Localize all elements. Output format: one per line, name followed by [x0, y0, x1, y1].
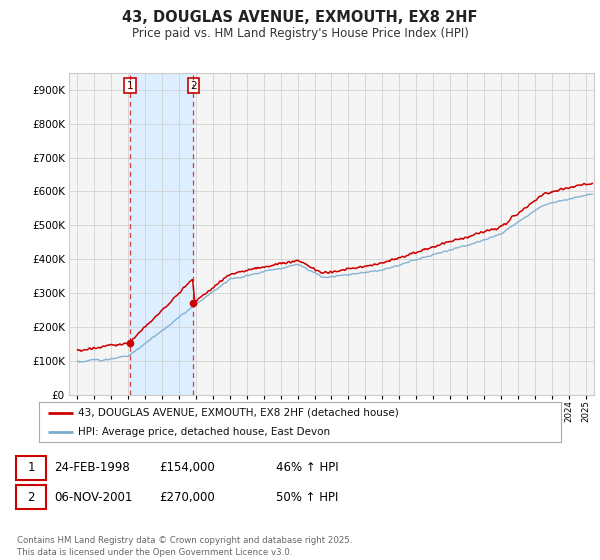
Text: 1: 1: [28, 461, 35, 474]
Text: 06-NOV-2001: 06-NOV-2001: [54, 491, 133, 504]
Text: 50% ↑ HPI: 50% ↑ HPI: [276, 491, 338, 504]
Text: 1: 1: [127, 81, 134, 91]
Text: Price paid vs. HM Land Registry's House Price Index (HPI): Price paid vs. HM Land Registry's House …: [131, 27, 469, 40]
Bar: [130, 73, 193, 395]
Text: 46% ↑ HPI: 46% ↑ HPI: [276, 461, 338, 474]
Text: £154,000: £154,000: [159, 461, 215, 474]
Text: 2: 2: [28, 491, 35, 504]
Text: Contains HM Land Registry data © Crown copyright and database right 2025.
This d: Contains HM Land Registry data © Crown c…: [17, 536, 352, 557]
Text: 43, DOUGLAS AVENUE, EXMOUTH, EX8 2HF: 43, DOUGLAS AVENUE, EXMOUTH, EX8 2HF: [122, 10, 478, 25]
Text: HPI: Average price, detached house, East Devon: HPI: Average price, detached house, East…: [78, 427, 330, 436]
Text: £270,000: £270,000: [159, 491, 215, 504]
Text: 2: 2: [190, 81, 197, 91]
Text: 24-FEB-1998: 24-FEB-1998: [54, 461, 130, 474]
Text: 43, DOUGLAS AVENUE, EXMOUTH, EX8 2HF (detached house): 43, DOUGLAS AVENUE, EXMOUTH, EX8 2HF (de…: [78, 408, 399, 418]
